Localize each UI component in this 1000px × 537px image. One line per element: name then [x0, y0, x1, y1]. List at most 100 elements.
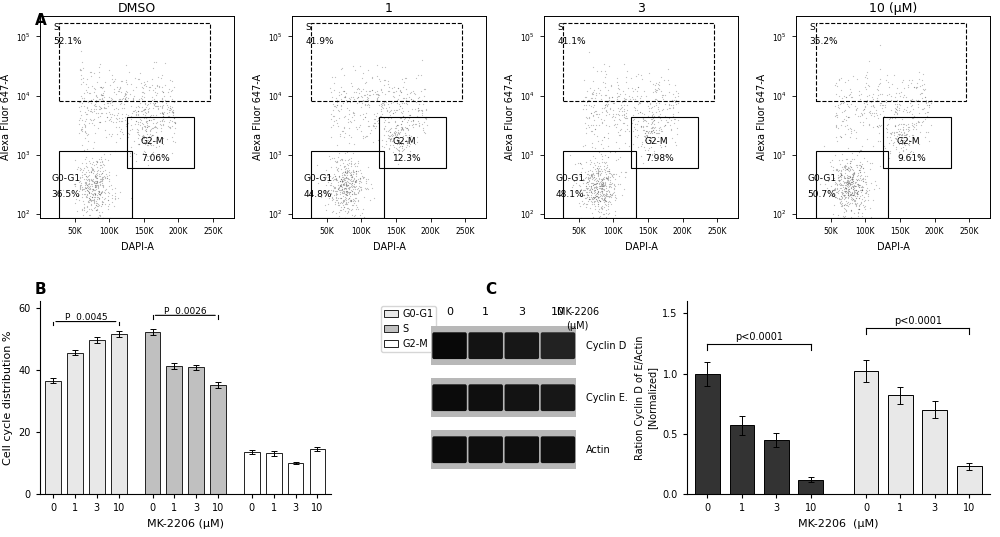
Point — [596, 133, 612, 141]
Point — [840, 179, 856, 188]
Point — [846, 155, 862, 164]
Point — [401, 120, 417, 129]
Point — [623, 113, 639, 122]
Point — [667, 93, 683, 101]
Point — [128, 117, 144, 126]
Point — [84, 119, 100, 127]
Point — [100, 195, 116, 204]
Point — [611, 131, 627, 140]
Point — [369, 108, 385, 117]
Point — [111, 85, 127, 93]
Point — [841, 164, 857, 172]
Point — [858, 98, 874, 106]
Point — [134, 83, 150, 91]
Point — [857, 72, 873, 81]
Point — [838, 184, 854, 193]
Point — [99, 173, 115, 182]
Point — [571, 199, 587, 208]
Point — [600, 200, 616, 209]
Point — [865, 90, 881, 98]
Point — [340, 175, 356, 183]
Point — [831, 185, 847, 194]
Point — [600, 85, 616, 94]
Point — [317, 170, 333, 179]
Point — [94, 157, 110, 165]
Point — [411, 106, 427, 114]
Point — [582, 204, 598, 213]
Point — [584, 198, 600, 206]
Point — [879, 125, 895, 134]
Point — [643, 126, 659, 135]
Point — [633, 142, 649, 150]
Point — [923, 96, 939, 105]
Point — [575, 179, 591, 187]
Point — [387, 130, 403, 139]
Point — [137, 140, 153, 149]
Point — [833, 171, 849, 179]
Point — [597, 83, 613, 91]
Point — [336, 113, 352, 121]
Point — [405, 122, 421, 131]
Point — [328, 193, 344, 201]
Point — [336, 71, 352, 79]
Point — [130, 107, 146, 115]
Point — [582, 159, 598, 168]
Point — [341, 179, 357, 187]
Point — [337, 206, 353, 215]
Point — [104, 97, 120, 106]
Point — [347, 178, 363, 187]
Point — [333, 90, 349, 98]
Point — [376, 81, 392, 90]
Point — [351, 177, 367, 186]
Point — [70, 163, 86, 171]
Point — [111, 123, 127, 132]
Point — [326, 183, 342, 191]
Point — [597, 150, 613, 159]
Point — [335, 173, 351, 182]
Point — [329, 157, 345, 166]
Point — [323, 180, 339, 189]
Point — [338, 188, 354, 197]
Point — [843, 125, 859, 133]
Point — [386, 134, 402, 142]
Point — [586, 108, 602, 117]
Point — [598, 121, 614, 129]
Point — [126, 149, 142, 158]
Point — [580, 96, 596, 104]
Point — [354, 208, 370, 217]
Point — [853, 183, 869, 192]
Point — [117, 115, 133, 124]
Point — [106, 77, 122, 85]
Point — [597, 73, 613, 82]
Point — [74, 171, 90, 179]
Point — [891, 100, 907, 108]
Point — [886, 128, 902, 136]
Point — [908, 82, 924, 91]
Point — [588, 183, 604, 191]
Point — [864, 93, 880, 102]
Point — [336, 123, 352, 132]
Point — [325, 186, 341, 195]
Point — [844, 149, 860, 157]
Point — [352, 175, 368, 184]
Point — [847, 182, 863, 190]
Point — [919, 112, 935, 121]
Point — [326, 154, 342, 163]
Point — [76, 203, 92, 212]
Point — [848, 189, 864, 198]
Point — [334, 169, 350, 178]
Point — [598, 189, 614, 198]
Point — [830, 100, 846, 109]
Point — [89, 77, 105, 86]
Point — [849, 176, 865, 184]
Point — [152, 108, 168, 117]
Point — [353, 169, 369, 178]
Point — [118, 61, 134, 69]
Point — [156, 92, 172, 100]
Point — [849, 75, 865, 83]
Point — [72, 64, 88, 73]
Point — [325, 120, 341, 129]
Point — [166, 113, 182, 122]
Point — [332, 130, 348, 139]
Point — [90, 112, 106, 121]
